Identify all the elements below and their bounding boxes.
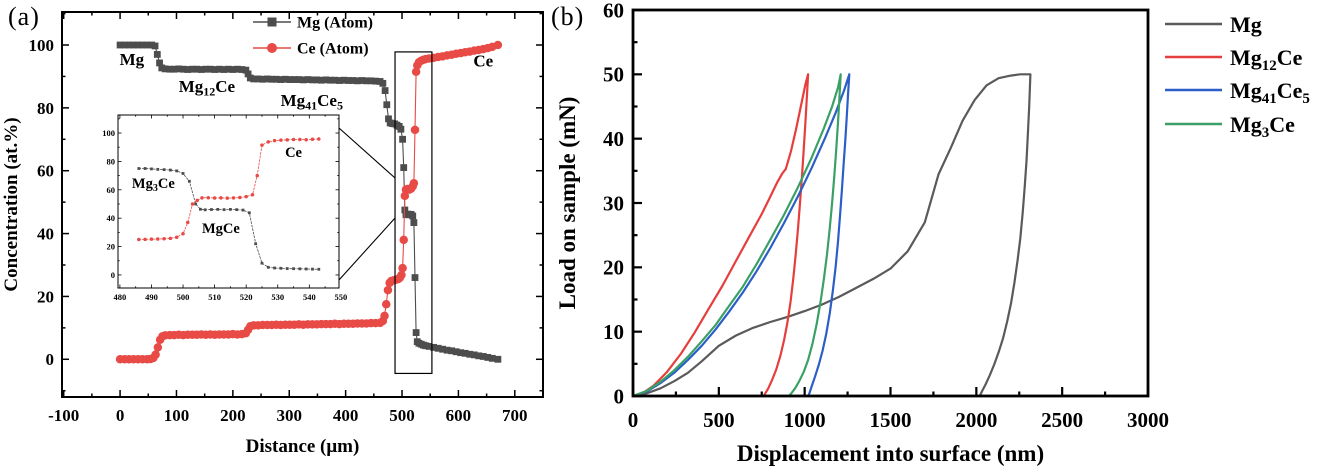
a_inset-frame (117, 114, 340, 289)
b-series-0 (631, 73, 1032, 398)
a_main-x-tick-label: 300 (276, 406, 302, 425)
legend-b-item-label: Mg41Ce5 (1230, 78, 1310, 107)
b-x-tick-label: 1500 (870, 408, 912, 432)
a_inset-x-tick-label: 540 (303, 292, 316, 302)
b-x-tick-label: 2000 (955, 408, 997, 432)
zoom-connector-bottom (338, 217, 396, 281)
b-y-tick-label: 20 (603, 256, 624, 280)
a_main-y-tick-label: 100 (29, 36, 55, 55)
b-x-tick-label: 0 (628, 408, 639, 432)
a_inset-x-tick-label: 510 (208, 292, 221, 302)
a_main-series-0 (116, 41, 502, 363)
a_inset-ticks (118, 115, 339, 288)
a_inset-y-tick-label: 20 (107, 242, 116, 252)
a_main-annotation: Ce (473, 52, 493, 71)
a_main-y-tick-label: 40 (37, 225, 54, 244)
b-ticks (631, 8, 1150, 398)
a_inset-y-tick-label: 60 (107, 185, 116, 195)
a_main-y-axis-label: Concentration (at.%) (1, 117, 22, 291)
chart-a: -100 0 100 200 300 400 500 600 700020406080100Di… (1, 11, 544, 457)
b-y-tick-label: 50 (603, 63, 624, 87)
a_inset-x-tick-label: 480 (114, 292, 127, 302)
a_inset-annotation: MgCe (202, 221, 240, 237)
legend-b-item-label: Mg3Ce (1230, 112, 1295, 141)
a_main-y-tick-label: 60 (37, 162, 54, 181)
legend-a-item-label: Mg (Atom) (297, 15, 373, 32)
chart-b: 0 500 1000 1500 2000 2500 3000 0 10 20 30 40 50 60 Dis… (555, 0, 1310, 466)
a_main-annotation: Mg (120, 50, 145, 69)
b-x-tick-label: 3000 (1127, 408, 1169, 432)
b-y-tick-label: 10 (603, 320, 624, 344)
b-y-tick-label: 60 (603, 0, 624, 22)
a_inset-x-tick-label: 500 (177, 292, 190, 302)
a_main-x-tick-label: 500 (389, 406, 415, 425)
legend-a-item-label: Ce (Atom) (297, 41, 369, 58)
b-x-tick-label: 2500 (1041, 408, 1083, 432)
zoom-region-box (394, 51, 433, 375)
a_inset-x-tick-label: 520 (240, 292, 253, 302)
b-series-1 (631, 73, 810, 398)
a_main-x-tick-label: 100 (164, 406, 190, 425)
a_main-annotation: Mg12Ce (179, 77, 236, 99)
b-y-axis-label: Load on sample (mN) (555, 97, 580, 310)
a_inset-annotation: Ce (285, 145, 302, 161)
b-series-3 (631, 73, 842, 398)
b-y-tick-label: 0 (614, 384, 625, 408)
a_main-series-1 (115, 40, 503, 364)
b-plot: 0 500 1000 1500 2000 2500 3000 0 10 20 30 40 50 60 Dis… (555, 0, 1169, 466)
a_inset-y-tick-label: 40 (107, 213, 116, 223)
legend-a-marker-square (267, 17, 277, 27)
a_main-y-tick-label: 0 (46, 350, 55, 369)
b-frame (631, 8, 1150, 398)
legend-a-marker-circle (267, 43, 277, 53)
a_main-x-tick-label: 200 (220, 406, 246, 425)
legend-b: Mg Mg12Ce Mg41Ce5 Mg3Ce (1165, 12, 1310, 141)
a_inset-x-tick-label: 550 (335, 292, 348, 302)
a_inset-series-1 (137, 137, 321, 242)
b-y-tick-label: 30 (603, 191, 624, 215)
legend-b-item-label: Mg12Ce (1230, 45, 1303, 74)
a_main-x-tick-label: -100 (48, 406, 79, 425)
a_main-x-tick-label: 0 (116, 406, 125, 425)
a_inset-x-tick-label: 490 (145, 292, 158, 302)
b-y-tick-label: 40 (603, 127, 624, 151)
a_main-frame (61, 11, 544, 398)
a_inset-y-tick-label: 100 (102, 128, 115, 138)
a_main-plot: -100 0 100 200 300 400 500 600 700020406080100Di… (1, 11, 544, 457)
a_inset-y-tick-label: 80 (107, 156, 116, 166)
a_inset-annotation: Mg3Ce (132, 176, 175, 194)
a_main-x-tick-label: 400 (333, 406, 359, 425)
a_main-y-tick-label: 20 (37, 287, 54, 306)
a_main-x-tick-label: 700 (502, 406, 528, 425)
a_inset-x-tick-label: 530 (271, 292, 284, 302)
a_inset-series-0 (137, 167, 321, 271)
panel-b-label: (b) (551, 2, 585, 31)
zoom-connector-top (338, 127, 396, 179)
b-x-tick-label: 500 (703, 408, 735, 432)
a_main-annotation: Mg41Ce5 (281, 91, 343, 113)
a_inset-plot: 480 490 500 510 520 530 540 550 0 20 40 60 80 100 Mg3C… (102, 114, 348, 302)
b-series-2 (631, 73, 851, 398)
legend-b-item-label: Mg (1230, 12, 1262, 37)
a_main-x-axis-label: Distance (μm) (246, 436, 360, 457)
a_main-y-tick-label: 80 (37, 99, 54, 118)
b-x-tick-label: 1000 (784, 408, 826, 432)
a_main-x-tick-label: 600 (446, 406, 472, 425)
legend-a: Mg (Atom) Ce (Atom) (253, 15, 373, 58)
a_inset-y-tick-label: 0 (111, 270, 115, 280)
panel-a-label: (a) (8, 2, 40, 31)
b-x-axis-label: Displacement into surface (nm) (737, 441, 1044, 466)
a_main-ticks (62, 12, 544, 397)
